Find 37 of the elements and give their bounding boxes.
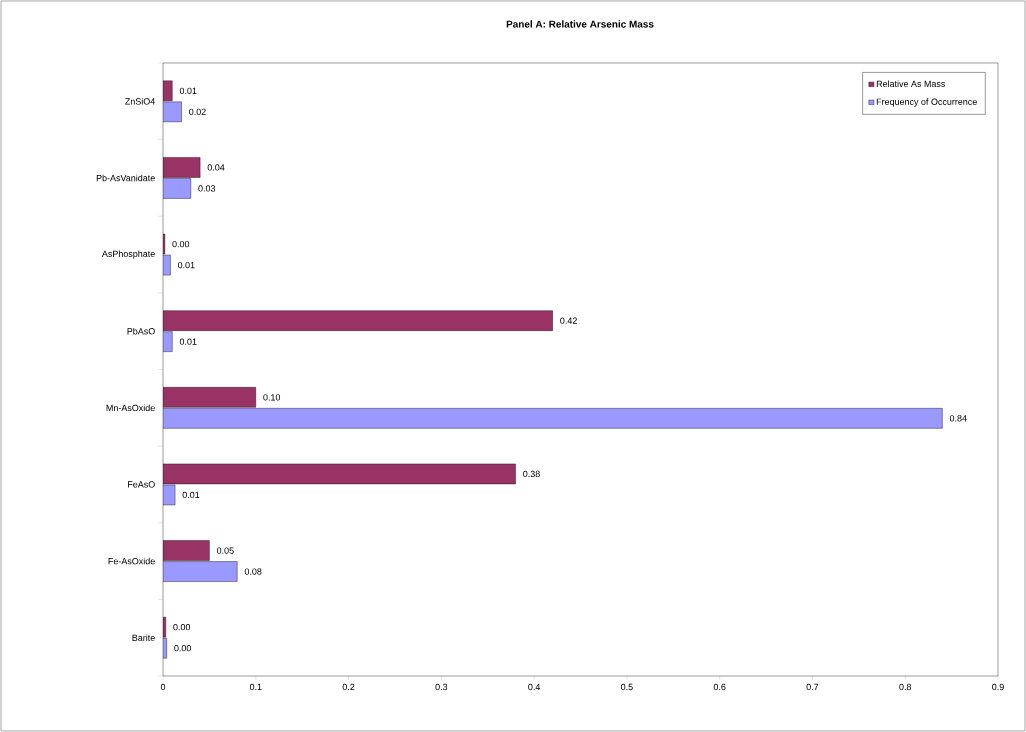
- data-label: 0.05: [216, 547, 234, 554]
- data-label: 0.10: [263, 394, 281, 401]
- data-label: 0.01: [179, 338, 197, 345]
- x-tick-label: 0.5: [621, 683, 633, 691]
- data-label: 0.02: [189, 108, 206, 115]
- x-tick-label: 0.8: [899, 683, 912, 691]
- y-tick-label: AsPhosphate: [101, 250, 155, 259]
- x-tick-label: 0.9: [992, 683, 1004, 691]
- x-tick-label: 0.3: [435, 683, 448, 691]
- data-label: 0.08: [244, 568, 262, 575]
- y-tick-label: PbAsO: [127, 327, 155, 335]
- data-label: 0.00: [173, 624, 191, 631]
- data-label: 0.03: [198, 185, 216, 192]
- x-tick-label: 0: [160, 683, 166, 691]
- data-label: 0.01: [177, 261, 195, 269]
- data-label: 0.00: [172, 240, 190, 248]
- data-label: 0.00: [174, 645, 192, 652]
- data-label: 0.42: [560, 317, 577, 324]
- x-tick-label: 0.1: [249, 683, 262, 691]
- y-tick-label: FeAsO: [128, 481, 155, 488]
- y-tick-label: ZnSiO4: [125, 98, 155, 105]
- data-label: 0.01: [182, 491, 200, 499]
- x-tick-label: 0.7: [806, 683, 819, 691]
- data-label: 0.38: [523, 470, 540, 478]
- x-tick-label: 0.4: [528, 683, 541, 691]
- data-label: 0.84: [949, 415, 967, 422]
- chart-title: Panel A: Relative Arsenic Mass: [506, 20, 654, 28]
- x-tick-label: 0.6: [713, 683, 726, 691]
- legend-label: Relative As Mass: [876, 80, 946, 87]
- x-tick-label: 0.2: [342, 683, 355, 691]
- y-tick-label: Fe-AsOxide: [108, 557, 155, 565]
- data-label: 0.01: [179, 87, 197, 94]
- legend-label: Frequency of Occurrence: [876, 98, 977, 107]
- y-tick-label: Barite: [132, 634, 155, 641]
- y-tick-label: Pb-AsVanidate: [96, 174, 155, 182]
- y-tick-label: Mn-AsOxide: [106, 404, 155, 412]
- data-label: 0.04: [207, 164, 225, 171]
